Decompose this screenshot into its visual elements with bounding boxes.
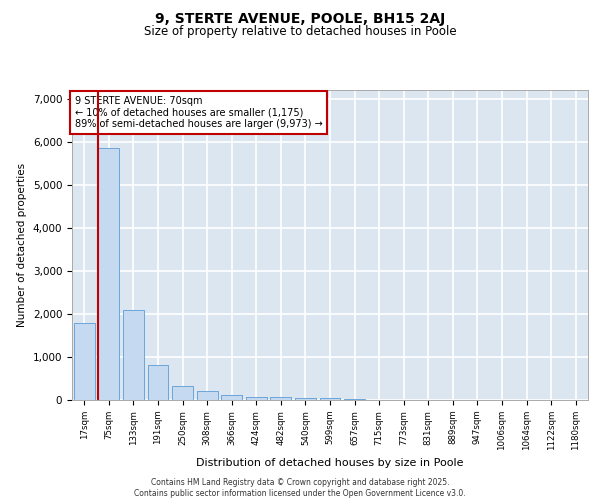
Bar (123, 310, 144, 400)
Bar (197, 392, 218, 400)
Bar (320, 398, 340, 400)
Bar (74, 322, 95, 400)
Text: Contains HM Land Registry data © Crown copyright and database right 2025.
Contai: Contains HM Land Registry data © Crown c… (134, 478, 466, 498)
Text: 9, STERTE AVENUE, POOLE, BH15 2AJ: 9, STERTE AVENUE, POOLE, BH15 2AJ (155, 12, 445, 26)
Y-axis label: Number of detached properties: Number of detached properties (17, 163, 27, 327)
Text: Size of property relative to detached houses in Poole: Size of property relative to detached ho… (143, 25, 457, 38)
X-axis label: Distribution of detached houses by size in Poole: Distribution of detached houses by size … (196, 458, 464, 468)
Text: 9 STERTE AVENUE: 70sqm
← 10% of detached houses are smaller (1,175)
89% of semi-: 9 STERTE AVENUE: 70sqm ← 10% of detached… (74, 96, 322, 130)
Bar (295, 398, 316, 400)
Bar (148, 364, 169, 400)
Bar (172, 386, 193, 400)
Bar (246, 396, 267, 400)
Bar (221, 395, 242, 400)
Bar (344, 399, 365, 400)
Bar (271, 398, 292, 400)
Bar (98, 148, 119, 400)
